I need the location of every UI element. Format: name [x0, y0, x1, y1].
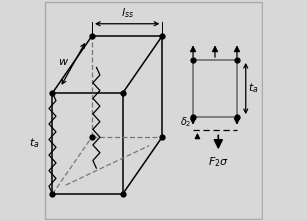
Text: $l_{ss}$: $l_{ss}$: [121, 6, 134, 20]
Text: $t_a$: $t_a$: [29, 137, 39, 150]
Text: $F_2\sigma$: $F_2\sigma$: [208, 156, 229, 169]
Text: $t_a$: $t_a$: [248, 82, 259, 95]
Text: $\delta_2$: $\delta_2$: [181, 115, 192, 129]
Text: $w$: $w$: [58, 57, 69, 67]
